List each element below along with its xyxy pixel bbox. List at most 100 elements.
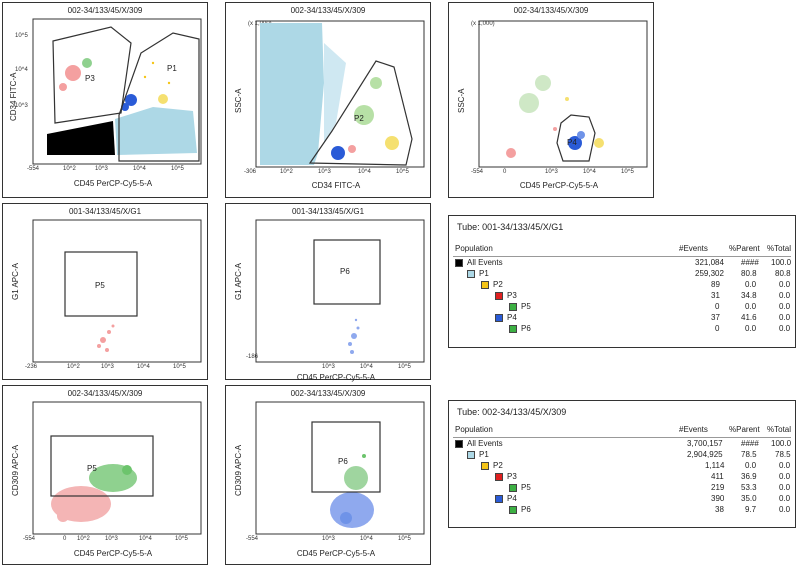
tube-title: Tube: 001-34/133/45/X/G1 [457,222,564,232]
tick-label: 10^3 [95,166,108,172]
tick-label: 10^3 [15,103,28,109]
pop-parent: 53.3 [741,483,757,492]
plot-area: P5 [32,401,202,535]
pop-events: 37 [711,313,720,322]
plot-area: P6 [255,219,425,363]
stats-table-tube-001: Tube: 001-34/133/45/X/G1 Population #Eve… [448,215,796,348]
pop-name: All Events [467,439,503,448]
pop-total: 0.0 [779,494,791,503]
tick-label: 10^3 [545,169,558,175]
tick-label: 10^4 [133,166,146,172]
pop-total: 100.0 [771,439,792,448]
table-row: P2 89 0.0 0.0 [449,280,795,291]
gate-label-p6: P6 [340,267,350,276]
plot-title: 001-34/133/45/X/G1 [68,207,142,216]
col-population: Population [455,425,493,434]
dots-p5 [89,464,137,492]
tick-label: 10^4 [360,364,373,370]
header-rule [453,256,791,257]
tick-label: 10^5 [396,169,409,175]
tick-label: 10^5 [175,536,188,542]
pop-name: P1 [479,450,489,459]
x-axis-label: CD45 PerCP-Cy5-5-A [296,373,376,382]
pop-name: P6 [521,505,531,514]
tick-label: 10^5 [173,364,186,370]
pop-name: P4 [507,494,517,503]
x-axis-label: CD45 PerCP-Cy5-5-A [296,549,376,558]
table-row: P3 411 36.9 0.0 [449,472,795,483]
pop-parent: 78.5 [741,450,757,459]
gate-label-p2: P2 [354,114,364,123]
gate-label-p3: P3 [85,74,95,83]
tick-label: -236 [25,364,38,370]
x-axis-label: CD45 PerCP-Cy5-5-A [73,549,153,558]
pop-events: 1,114 [705,461,725,470]
pop-total: 0.0 [779,280,791,289]
pop-events: 38 [715,505,724,514]
pop-name: P5 [521,483,531,492]
pop-total: 0.0 [779,313,791,322]
col-parent: %Parent [729,425,760,434]
plot-cd309-p4: 002-34/133/45/X/309 CD309 APC-A -554 10^… [225,385,431,565]
col-events: #Events [679,244,708,253]
tick-label: -186 [246,354,259,360]
gate-label-p4: P4 [567,138,577,147]
dots-all-events [47,121,115,155]
tick-label: 10^5 [398,536,411,542]
color-swatch [495,495,503,503]
plot-title: 002-34/133/45/X/309 [290,6,366,15]
plot-area: P5 [32,219,202,363]
tick-label: 10^2 [63,166,76,172]
pop-parent: 80.8 [741,269,757,278]
color-swatch [495,473,503,481]
pop-parent: 35.0 [741,494,757,503]
tick-label: 10^4 [15,67,28,73]
plot-frame [255,20,425,168]
tick-label: 10^5 [171,166,184,172]
plot-frame [32,219,202,363]
dots-p4 [568,131,585,150]
table-row: P1 259,302 80.8 80.8 [449,269,795,280]
gate-p6 [311,421,381,493]
pop-events: 89 [711,280,720,289]
pop-events: 321,084 [695,258,724,267]
pop-parent: #### [741,439,759,448]
pop-events: 390 [711,494,725,503]
pop-total: 0.0 [779,291,791,300]
x-axis-label: CD34 FITC-A [311,181,361,190]
color-swatch [509,506,517,514]
tick-label: 10^4 [583,169,596,175]
gate-label-p6: P6 [338,457,348,466]
color-swatch [509,484,517,492]
table-row: All Events 321,084 #### 100.0 [449,258,795,269]
col-total: %Total [767,425,792,434]
pop-total: 0.0 [779,302,791,311]
dots-scatter-yellow [143,61,171,85]
tick-label: 0 [63,536,67,542]
color-swatch [509,303,517,311]
color-swatch [455,259,463,267]
table-row: P2 1,114 0.0 0.0 [449,461,795,472]
pop-name: All Events [467,258,503,267]
pop-parent: 34.8 [741,291,757,300]
tick-label: 10^3 [322,536,335,542]
pop-parent: 0.0 [745,280,757,289]
table-row: P6 38 9.7 0.0 [449,505,795,516]
tick-label: 0 [503,169,507,175]
pop-parent: 41.6 [741,313,757,322]
tick-label: 10^3 [101,364,114,370]
plot-title: 002-34/133/45/X/309 [290,389,366,398]
x-axis-label: CD45 PerCP-Cy5-5-A [73,179,153,188]
color-swatch [467,270,475,278]
axis-unit: (x 1,000) [471,21,495,27]
tick-label: -554 [23,536,36,542]
plot-cd45-vs-ssc: 002-34/133/45/X/309 (x 1,000) SSC-A -554… [448,2,654,198]
pop-name: P3 [507,291,517,300]
dots-p1 [115,107,197,155]
color-swatch [481,462,489,470]
pop-events: 2,904,925 [687,450,723,459]
pop-events: 411 [711,472,724,481]
header-rule [453,437,791,438]
pop-name: P2 [493,280,503,289]
plot-area: P6 [255,401,425,535]
